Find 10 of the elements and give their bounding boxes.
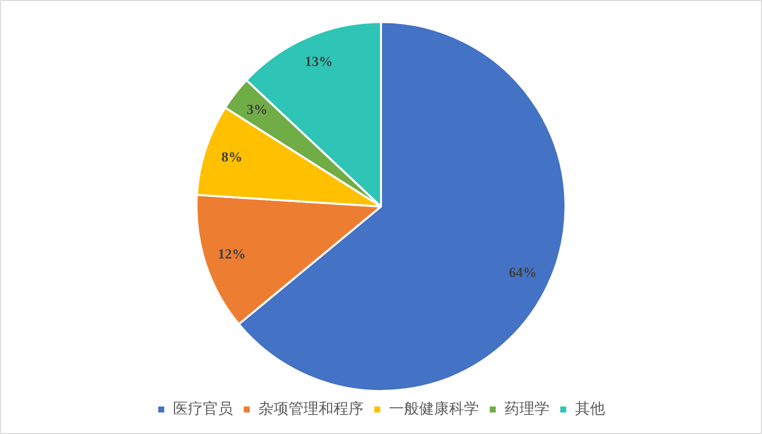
legend-label: 其他 [574,399,605,418]
data-label: 8% [221,150,242,166]
data-label: 64% [508,266,537,281]
data-label: 3% [246,102,268,118]
legend-label: 医疗官员 [172,399,233,418]
data-label: 12% [218,248,246,263]
legend-label: 杂项管理和程序 [258,399,364,418]
legend-label: 一般健康科学 [388,399,479,418]
data-label: 13% [304,55,333,70]
legend-label: 药理学 [504,399,550,418]
